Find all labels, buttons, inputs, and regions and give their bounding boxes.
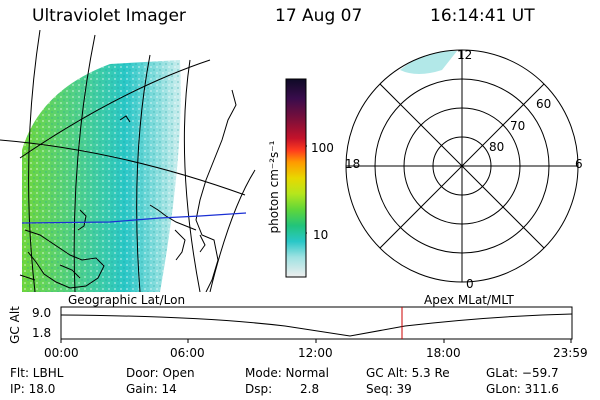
mlt-diagonal-2 (379, 83, 545, 249)
geographic-uv-image (0, 30, 256, 292)
gc-alt-info: GC Alt: 5.3 Re (366, 366, 450, 380)
x-tick-2359: 23:59 (553, 346, 588, 360)
y-tick-9: 9.0 (32, 306, 52, 320)
emission-texture (22, 60, 181, 292)
lat-label-80: 80 (489, 140, 505, 154)
orbit-altitude-timeline (60, 306, 573, 343)
mlt-label-0: 0 (466, 277, 474, 291)
filter-info: Flt: LBHL (10, 366, 64, 380)
mlt-label-6: 6 (575, 157, 583, 171)
apex-label: Apex MLat/MLT (424, 293, 514, 307)
colorbar-unit-label: photon cm⁻²s⁻¹ (267, 140, 281, 234)
mlt-label-18: 18 (345, 157, 361, 171)
instrument-title: Ultraviolet Imager (32, 6, 186, 26)
lat-label-60: 60 (536, 97, 552, 111)
coastline (19, 89, 237, 292)
terminator-line (21, 212, 247, 224)
x-tick-0600: 06:00 (170, 346, 205, 360)
gain-info: Gain: 14 (126, 382, 177, 396)
ip-info: IP: 18.0 (10, 382, 56, 396)
dsp-label: Dsp: (245, 382, 273, 396)
altitude-curve (60, 313, 573, 337)
x-tick-1200: 12:00 (298, 346, 333, 360)
door-info: Door: Open (126, 366, 195, 380)
mode-info: Mode: Normal (245, 366, 329, 380)
y-tick-1-8: 1.8 (32, 326, 52, 340)
colorbar (285, 78, 307, 278)
date-label: 17 Aug 07 (275, 6, 363, 26)
colorbar-tick-10: 10 (313, 228, 329, 242)
x-tick-1800: 18:00 (426, 346, 461, 360)
dsp-value: 2.8 (300, 382, 320, 396)
mlt-label-12: 12 (457, 48, 473, 62)
seq-info: Seq: 39 (366, 382, 412, 396)
lat-label-70: 70 (510, 119, 526, 133)
polar-emission-patch (400, 51, 457, 74)
time-label: 16:14:41 UT (430, 6, 535, 26)
glat-info: GLat: −59.7 (486, 366, 559, 380)
gc-alt-axis-title: GC Alt (7, 306, 22, 344)
colorbar-tick-100: 100 (311, 141, 334, 155)
geographic-label: Geographic Lat/Lon (68, 293, 186, 307)
glon-info: GLon: 311.6 (486, 382, 559, 396)
lat-lon-grid (0, 30, 256, 292)
polar-mlt-plot (345, 49, 579, 283)
x-tick-0000: 00:00 (44, 346, 79, 360)
